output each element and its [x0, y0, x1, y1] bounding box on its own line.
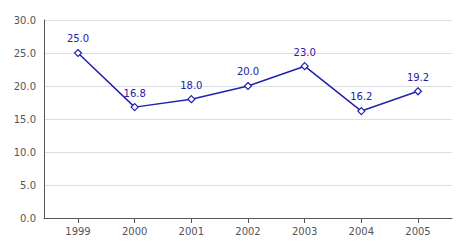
svg-text:16.2: 16.2 — [350, 91, 372, 102]
svg-text:25.0: 25.0 — [14, 48, 36, 59]
svg-text:30.0: 30.0 — [14, 15, 36, 26]
svg-text:2001: 2001 — [179, 226, 204, 237]
svg-text:16.8: 16.8 — [124, 88, 146, 99]
svg-text:1999: 1999 — [65, 226, 90, 237]
svg-text:10.0: 10.0 — [14, 147, 36, 158]
svg-text:19.2: 19.2 — [407, 72, 429, 83]
svg-text:20.0: 20.0 — [14, 81, 36, 92]
svg-text:2002: 2002 — [235, 226, 260, 237]
svg-text:5.0: 5.0 — [20, 180, 36, 191]
svg-text:2000: 2000 — [122, 226, 147, 237]
svg-text:18.0: 18.0 — [180, 80, 202, 91]
svg-text:2003: 2003 — [292, 226, 317, 237]
svg-text:2004: 2004 — [349, 226, 374, 237]
svg-text:15.0: 15.0 — [14, 114, 36, 125]
svg-text:0.0: 0.0 — [20, 213, 36, 224]
svg-text:2005: 2005 — [405, 226, 430, 237]
svg-text:23.0: 23.0 — [294, 47, 316, 58]
svg-text:25.0: 25.0 — [67, 33, 89, 44]
svg-text:20.0: 20.0 — [237, 66, 259, 77]
